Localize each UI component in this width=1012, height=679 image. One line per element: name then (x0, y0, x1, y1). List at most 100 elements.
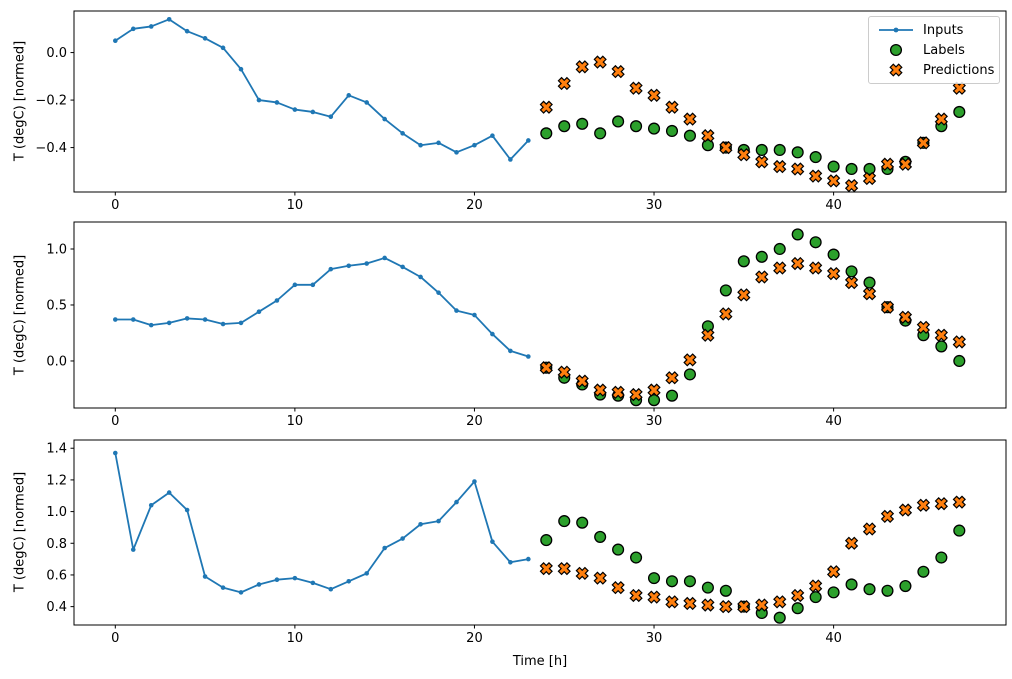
labels-marker (630, 120, 643, 133)
plot-border (73, 221, 1007, 409)
legend-item-predictions: Predictions (876, 60, 994, 80)
inputs-point (292, 575, 298, 581)
predictions-marker (952, 335, 966, 349)
inputs-point (490, 539, 495, 544)
predictions-marker (880, 509, 895, 523)
predictions-marker (683, 596, 697, 611)
predictions-marker (773, 159, 787, 174)
y-tick-label: −0.4 (35, 141, 67, 156)
plot-border (73, 439, 1007, 626)
predictions-marker (773, 261, 787, 275)
inputs-point (256, 309, 262, 314)
y-axis-label-subplot-1: T (degC) [normed] (12, 40, 28, 162)
x-tick-label: 10 (287, 631, 304, 646)
inputs-point (472, 142, 477, 148)
labels-marker (647, 394, 661, 407)
inputs-point (436, 290, 441, 295)
predictions-marker (809, 579, 823, 593)
inputs-point (454, 308, 459, 313)
labels-marker (809, 151, 822, 164)
labels-marker (953, 354, 966, 368)
inputs-point (328, 586, 334, 592)
predictions-marker (701, 129, 715, 143)
y-axis-label-subplot-3: T (degC) [normed] (12, 471, 28, 593)
labels-marker (737, 255, 750, 268)
predictions-marker (773, 595, 787, 609)
predictions-marker (898, 310, 913, 324)
labels-marker (540, 127, 553, 140)
predictions-marker (916, 320, 931, 335)
x-axis-label: Time [h] (512, 654, 568, 669)
predictions-marker (809, 169, 823, 183)
labels-marker (576, 516, 589, 529)
inputs-point (526, 354, 531, 359)
x-tick-label: 0 (111, 198, 119, 213)
labels-marker (935, 551, 948, 564)
inputs-point (238, 320, 244, 326)
inputs-point (328, 114, 334, 120)
labels-circle-icon (889, 43, 903, 57)
y-tick-label: −0.2 (35, 94, 67, 109)
inputs-point (274, 298, 280, 303)
labels-marker (683, 575, 696, 588)
legend: Inputs Labels Predictions (868, 16, 1000, 84)
labels-marker (540, 534, 553, 547)
predictions-marker (898, 157, 913, 171)
inputs-point (113, 450, 118, 456)
predictions-marker (880, 157, 895, 171)
inputs-point (382, 255, 387, 261)
inputs-point (400, 131, 405, 136)
inputs-point (346, 93, 352, 98)
labels-marker (899, 579, 912, 593)
labels-marker (576, 117, 589, 130)
predictions-marker (755, 598, 769, 612)
inputs-point (310, 282, 316, 288)
inputs-point (148, 322, 154, 328)
inputs-point (310, 580, 316, 586)
plot-border (73, 10, 1007, 193)
predictions-marker (719, 599, 733, 614)
labels-marker (845, 265, 858, 278)
inputs-point (526, 556, 531, 562)
inputs-point (490, 133, 495, 139)
inputs-point (220, 45, 226, 51)
predictions-marker (593, 383, 607, 397)
predictions-marker (665, 371, 679, 385)
legend-item-labels: Labels (876, 40, 992, 60)
predictions-marker (539, 361, 553, 375)
labels-marker (953, 524, 966, 537)
inputs-point (400, 536, 405, 541)
predictions-marker (575, 60, 589, 74)
y-tick-label: 0.5 (46, 298, 67, 313)
predictions-marker (826, 174, 841, 188)
predictions-marker (629, 81, 643, 95)
predictions-marker (683, 353, 697, 367)
inputs-point (113, 38, 118, 43)
inputs-point (220, 321, 226, 327)
x-tick-label: 40 (825, 414, 842, 429)
labels-marker (809, 236, 822, 249)
inputs-point (292, 107, 298, 112)
predictions-marker (826, 266, 841, 281)
labels-marker (665, 124, 679, 138)
inputs-point (130, 317, 136, 322)
y-tick-label: 0.4 (46, 600, 67, 615)
predictions-marker (809, 261, 823, 275)
inputs-line-icon (879, 27, 913, 33)
x-tick-label: 10 (287, 414, 304, 429)
inputs-point (166, 490, 172, 495)
predictions-marker (898, 503, 913, 517)
inputs-point (472, 312, 477, 318)
predictions-marker (862, 287, 877, 301)
y-tick-label: 0.8 (46, 537, 67, 552)
predictions-marker (791, 588, 805, 603)
y-tick-label: 1.2 (46, 473, 67, 488)
labels-marker (827, 160, 840, 173)
inputs-line (114, 452, 529, 594)
predictions-marker (844, 275, 859, 290)
predictions-marker (844, 536, 859, 550)
inputs-point (400, 264, 405, 270)
predictions-marker (737, 599, 751, 614)
predictions-marker (665, 100, 679, 114)
x-tick-label: 0 (111, 414, 119, 429)
